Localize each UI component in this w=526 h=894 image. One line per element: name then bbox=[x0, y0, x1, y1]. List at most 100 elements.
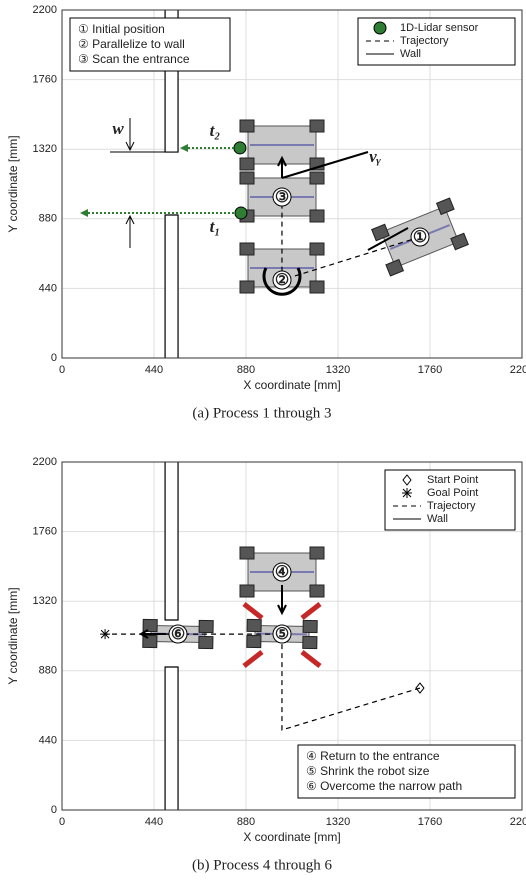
plot-frame bbox=[61, 9, 523, 359]
x-tick-label: 1320 bbox=[326, 816, 350, 828]
legend-label: Trajectory bbox=[400, 35, 449, 47]
robot-wheel bbox=[239, 119, 255, 133]
legend-label: Trajectory bbox=[427, 500, 476, 512]
y-tick-label: 2200 bbox=[33, 456, 57, 468]
robot-wheel bbox=[309, 209, 325, 223]
step-marker: ② bbox=[275, 272, 289, 289]
robot-wheel bbox=[239, 280, 255, 294]
step-marker: ④ bbox=[275, 564, 289, 581]
annotation: t₁ bbox=[210, 217, 221, 236]
y-tick-label: 880 bbox=[39, 665, 57, 677]
x-tick-label: 2200 bbox=[510, 364, 526, 376]
x-tick-label: 0 bbox=[59, 364, 65, 376]
step-label: ⑥ Overcome the narrow path bbox=[306, 779, 462, 793]
motion-arrows bbox=[277, 151, 409, 251]
step-label: ③ Scan the entrance bbox=[78, 52, 190, 66]
y-tick-label: 440 bbox=[39, 282, 57, 294]
legend-label: 1D-Lidar sensor bbox=[400, 22, 479, 34]
shrink-arrow bbox=[300, 602, 322, 620]
robot-wheel bbox=[142, 634, 158, 649]
robot-image bbox=[246, 618, 318, 650]
robot-wheel bbox=[239, 171, 255, 185]
steps-box bbox=[297, 744, 516, 799]
scan-arrowhead bbox=[180, 144, 188, 152]
y-tick-label: 1320 bbox=[33, 595, 57, 607]
robot-wheel bbox=[385, 258, 405, 277]
y-tick-label: 880 bbox=[39, 213, 57, 225]
robot-wheel bbox=[239, 584, 255, 598]
steps-box bbox=[69, 17, 231, 72]
rotation-arc bbox=[262, 267, 302, 296]
robot-wheel bbox=[309, 119, 325, 133]
shrink-arrow bbox=[242, 602, 264, 620]
robot-wheel bbox=[435, 197, 455, 216]
legend-box bbox=[384, 469, 516, 531]
robot-wheel bbox=[309, 584, 325, 598]
step-badge bbox=[168, 624, 188, 644]
chart: 0 440 880 1320 1760 2200 0 440 880 1320 1760 2200 X … bbox=[6, 4, 526, 422]
robot-wheel bbox=[309, 242, 325, 256]
robot-wheel bbox=[309, 546, 325, 560]
robot-wheel bbox=[239, 157, 255, 171]
x-tick-label: 1760 bbox=[418, 816, 442, 828]
x-tick-label: 440 bbox=[145, 816, 163, 828]
robot-wheel bbox=[142, 618, 158, 633]
data-point bbox=[234, 206, 248, 220]
step-badge bbox=[272, 270, 292, 290]
robot-wheel bbox=[246, 618, 262, 633]
robot-wheel bbox=[302, 619, 318, 634]
legend-label: Start Point bbox=[427, 474, 478, 486]
y-tick-label: 1320 bbox=[33, 143, 57, 155]
x-tick-label: 440 bbox=[145, 364, 163, 376]
x-tick-label: 2200 bbox=[510, 816, 526, 828]
step-badge bbox=[272, 187, 292, 207]
scan-arrowhead bbox=[80, 209, 88, 217]
step-label: ⑤ Shrink the robot size bbox=[306, 764, 430, 778]
legend-key bbox=[402, 488, 412, 498]
width-arrows bbox=[110, 118, 178, 248]
wall-line bbox=[164, 462, 179, 810]
annotation: vᵧ bbox=[369, 147, 382, 166]
step-badge bbox=[272, 624, 292, 644]
step-marker: ⑤ bbox=[275, 626, 289, 643]
step-marker: ⑥ bbox=[171, 626, 185, 643]
trajectory-line bbox=[105, 633, 421, 731]
y-tick-label: 1760 bbox=[33, 74, 57, 86]
step-marker: ③ bbox=[275, 189, 289, 206]
y-tick-label: 440 bbox=[39, 734, 57, 746]
motion-arrows bbox=[138, 585, 287, 639]
robot-wheel bbox=[246, 634, 262, 649]
robot-wheel bbox=[198, 619, 214, 634]
legend-label: Wall bbox=[427, 513, 448, 525]
x-tick-label: 0 bbox=[59, 816, 65, 828]
shrink-arrow bbox=[300, 650, 322, 668]
caption: (b) Process 4 through 6 bbox=[192, 857, 332, 873]
y-tick-label: 1760 bbox=[33, 526, 57, 538]
step-marker: ① bbox=[413, 229, 427, 246]
step-label: ④ Return to the entrance bbox=[306, 749, 440, 763]
data-point bbox=[233, 141, 247, 155]
y-tick-label: 2200 bbox=[33, 4, 57, 16]
robot-wheel bbox=[239, 546, 255, 560]
x-tick-label: 1760 bbox=[418, 364, 442, 376]
robot-image bbox=[239, 171, 325, 223]
legend-key bbox=[402, 474, 412, 486]
caption: (a) Process 1 through 3 bbox=[192, 405, 331, 421]
robot-wheel bbox=[371, 223, 390, 242]
robot-wheel bbox=[198, 635, 214, 650]
x-tick-label: 1320 bbox=[326, 364, 350, 376]
y-axis-label: Y coordinate [mm] bbox=[6, 587, 20, 684]
robot-wheel bbox=[239, 242, 255, 256]
x-axis-label: X coordinate [mm] bbox=[243, 378, 340, 392]
y-tick-label: 0 bbox=[51, 804, 57, 816]
annotation: w bbox=[112, 119, 124, 138]
robot-wheel bbox=[309, 280, 325, 294]
y-axis-label: Y coordinate [mm] bbox=[6, 135, 20, 232]
shrink-arrow bbox=[242, 650, 264, 668]
robot-wheel bbox=[450, 232, 469, 251]
data-point bbox=[415, 682, 425, 694]
step-badge bbox=[410, 227, 430, 247]
x-tick-label: 880 bbox=[237, 816, 255, 828]
x-axis-label: X coordinate [mm] bbox=[243, 830, 340, 844]
x-tick-label: 880 bbox=[237, 364, 255, 376]
